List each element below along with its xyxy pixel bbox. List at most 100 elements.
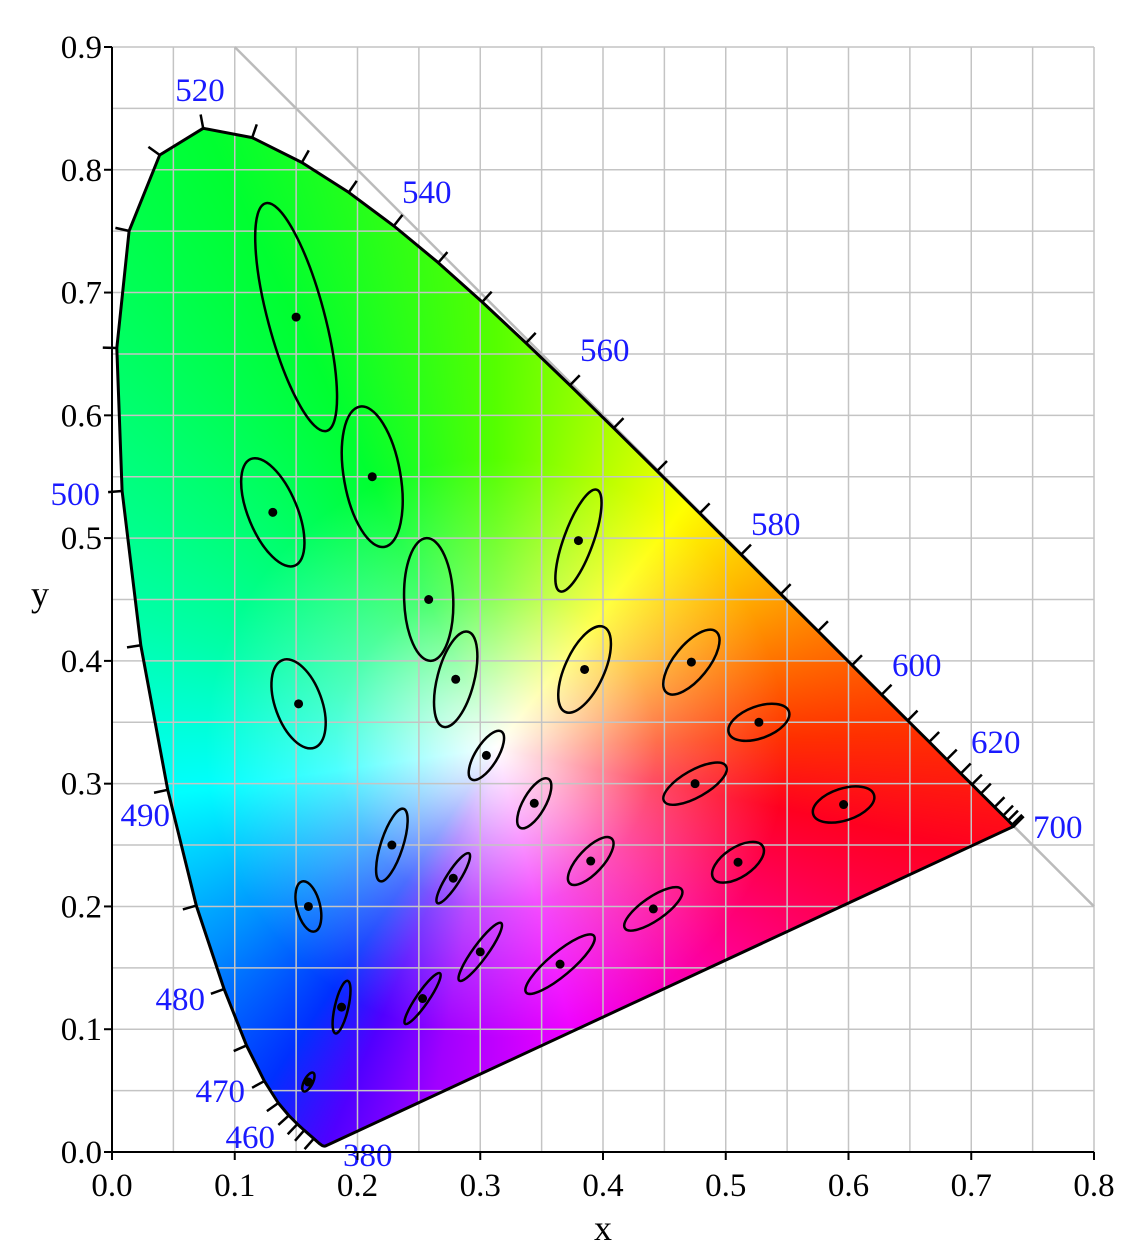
wavelength-label: 470 [196, 1074, 246, 1110]
wavelength-tick [153, 788, 168, 794]
macadam-ellipse [331, 979, 352, 1035]
wavelength-tick [233, 1044, 248, 1053]
wavelength-tick [779, 583, 792, 595]
ellipse-center-point [424, 595, 434, 604]
wavelength-tick [612, 417, 625, 429]
ellipses-group [239, 201, 876, 1093]
y-tick-label: 0.9 [61, 30, 102, 66]
ellipse-center-point [573, 536, 583, 546]
wavelength-tick [993, 796, 1006, 808]
y-tick-label: 0.8 [61, 153, 102, 189]
wavelength-tick [437, 251, 449, 264]
macadam-ellipse [622, 885, 684, 932]
wavelength-tick [851, 654, 863, 667]
ellipse-center-point [268, 507, 278, 517]
macadam-ellipse [467, 729, 506, 782]
macadam-ellipse [402, 536, 455, 663]
macadam-ellipse [270, 658, 327, 750]
x-tick-label: 0.7 [951, 1168, 992, 1204]
spectral-locus-group: 380 460 470 480 490 500 520 540 560 580 600 620 700 [51, 73, 1083, 1174]
macadam-ellipse [374, 807, 409, 883]
wavelength-label: 380 [343, 1138, 393, 1174]
y-tick-label: 0.3 [61, 767, 102, 803]
wavelength-tick [945, 748, 958, 761]
macadam-ellipse [557, 625, 613, 714]
x-tick-label: 0.2 [337, 1168, 378, 1204]
wavelength-tick [740, 543, 752, 556]
x-tick-label: 0.1 [214, 1168, 255, 1204]
wavelength-label: 560 [580, 333, 630, 369]
wavelength-tick [698, 502, 711, 515]
ellipse-center-point [580, 664, 590, 674]
ellipse-center-point [481, 750, 491, 760]
y-tick-label: 0.4 [61, 644, 102, 680]
macadam-ellipse [515, 776, 553, 830]
y-tick-label: 0.0 [61, 1135, 102, 1171]
x-tick-label: 0.4 [582, 1168, 623, 1204]
macadam-ellipse [566, 835, 615, 887]
wavelength-tick [1002, 804, 1014, 817]
macadam-ellipse [294, 880, 323, 933]
y-tick-label: 0.2 [61, 889, 102, 925]
wavelength-tick [656, 460, 668, 472]
macadam-ellipse [727, 702, 791, 743]
wavelength-tick [250, 123, 258, 139]
x-tick-label: 0.8 [1073, 1168, 1114, 1204]
wavelength-tick [392, 214, 404, 227]
spectral-locus [115, 126, 1016, 1148]
macadam-ellipse [403, 971, 442, 1026]
ellipse-center-point [294, 699, 304, 709]
ellipse-center-point [387, 840, 397, 850]
wavelength-label: 700 [1033, 810, 1083, 846]
wavelength-tick [251, 1079, 265, 1089]
ellipse-center-point [475, 947, 485, 957]
wavelength-tick [266, 1101, 280, 1113]
macadam-ellipse [340, 405, 404, 549]
ellipse-center-point [555, 959, 565, 969]
wavelength-tick [303, 1137, 315, 1150]
ellipse-center-point [686, 657, 696, 667]
grid [111, 46, 1095, 1153]
wavelength-tick [210, 987, 225, 995]
wavelength-label: 520 [175, 73, 225, 109]
x-tick-label: 0.0 [91, 1168, 132, 1204]
wavelength-tick [525, 331, 537, 344]
wavelength-tick [300, 149, 310, 164]
wavelength-label: 580 [751, 507, 801, 543]
ellipse-center-point [451, 674, 461, 684]
wavelength-tick [277, 1114, 290, 1126]
macadam-ellipse [435, 851, 472, 905]
macadam-ellipse [662, 761, 729, 807]
macadam-ellipse [457, 921, 504, 983]
x-tick-label: 0.6 [828, 1168, 869, 1204]
y-tick-label: 0.5 [61, 521, 102, 557]
wavelength-tick [1011, 813, 1024, 826]
ellipse-center-point [303, 1077, 313, 1087]
wavelength-tick [182, 904, 197, 911]
y-axis-label: y [31, 574, 49, 614]
ellipse-center-point [448, 873, 458, 883]
axes: 0.0 0.1 0.2 0.3 0.4 0.5 0.6 0.7 0.8 0.0 0.1 0.2 0.3 0… [61, 30, 1115, 1204]
ellipse-center-point [303, 901, 313, 911]
ellipse-center-point [418, 994, 428, 1004]
macadam-ellipse [811, 785, 876, 824]
wavelength-tick [817, 620, 829, 633]
wavelength-tick [1007, 809, 1019, 822]
wavelength-tick [569, 374, 581, 387]
ellipse-center-point [754, 717, 764, 727]
wavelength-tick [906, 709, 919, 722]
wavelength-label: 620 [971, 725, 1021, 761]
ellipse-center-point [648, 904, 658, 914]
wavelength-label: 480 [156, 982, 206, 1018]
ellipse-center-point [529, 798, 539, 808]
ellipse-center-point [690, 779, 700, 789]
ellipse-center-point [586, 856, 596, 866]
ellipse-center-point [367, 472, 377, 482]
wavelength-tick [199, 114, 205, 129]
wavelength-tick [115, 226, 130, 233]
wavelength-tick [880, 683, 893, 696]
wavelength-label: 540 [402, 175, 452, 211]
macadam-ellipse [662, 628, 721, 696]
macadam-ellipse [239, 456, 306, 568]
